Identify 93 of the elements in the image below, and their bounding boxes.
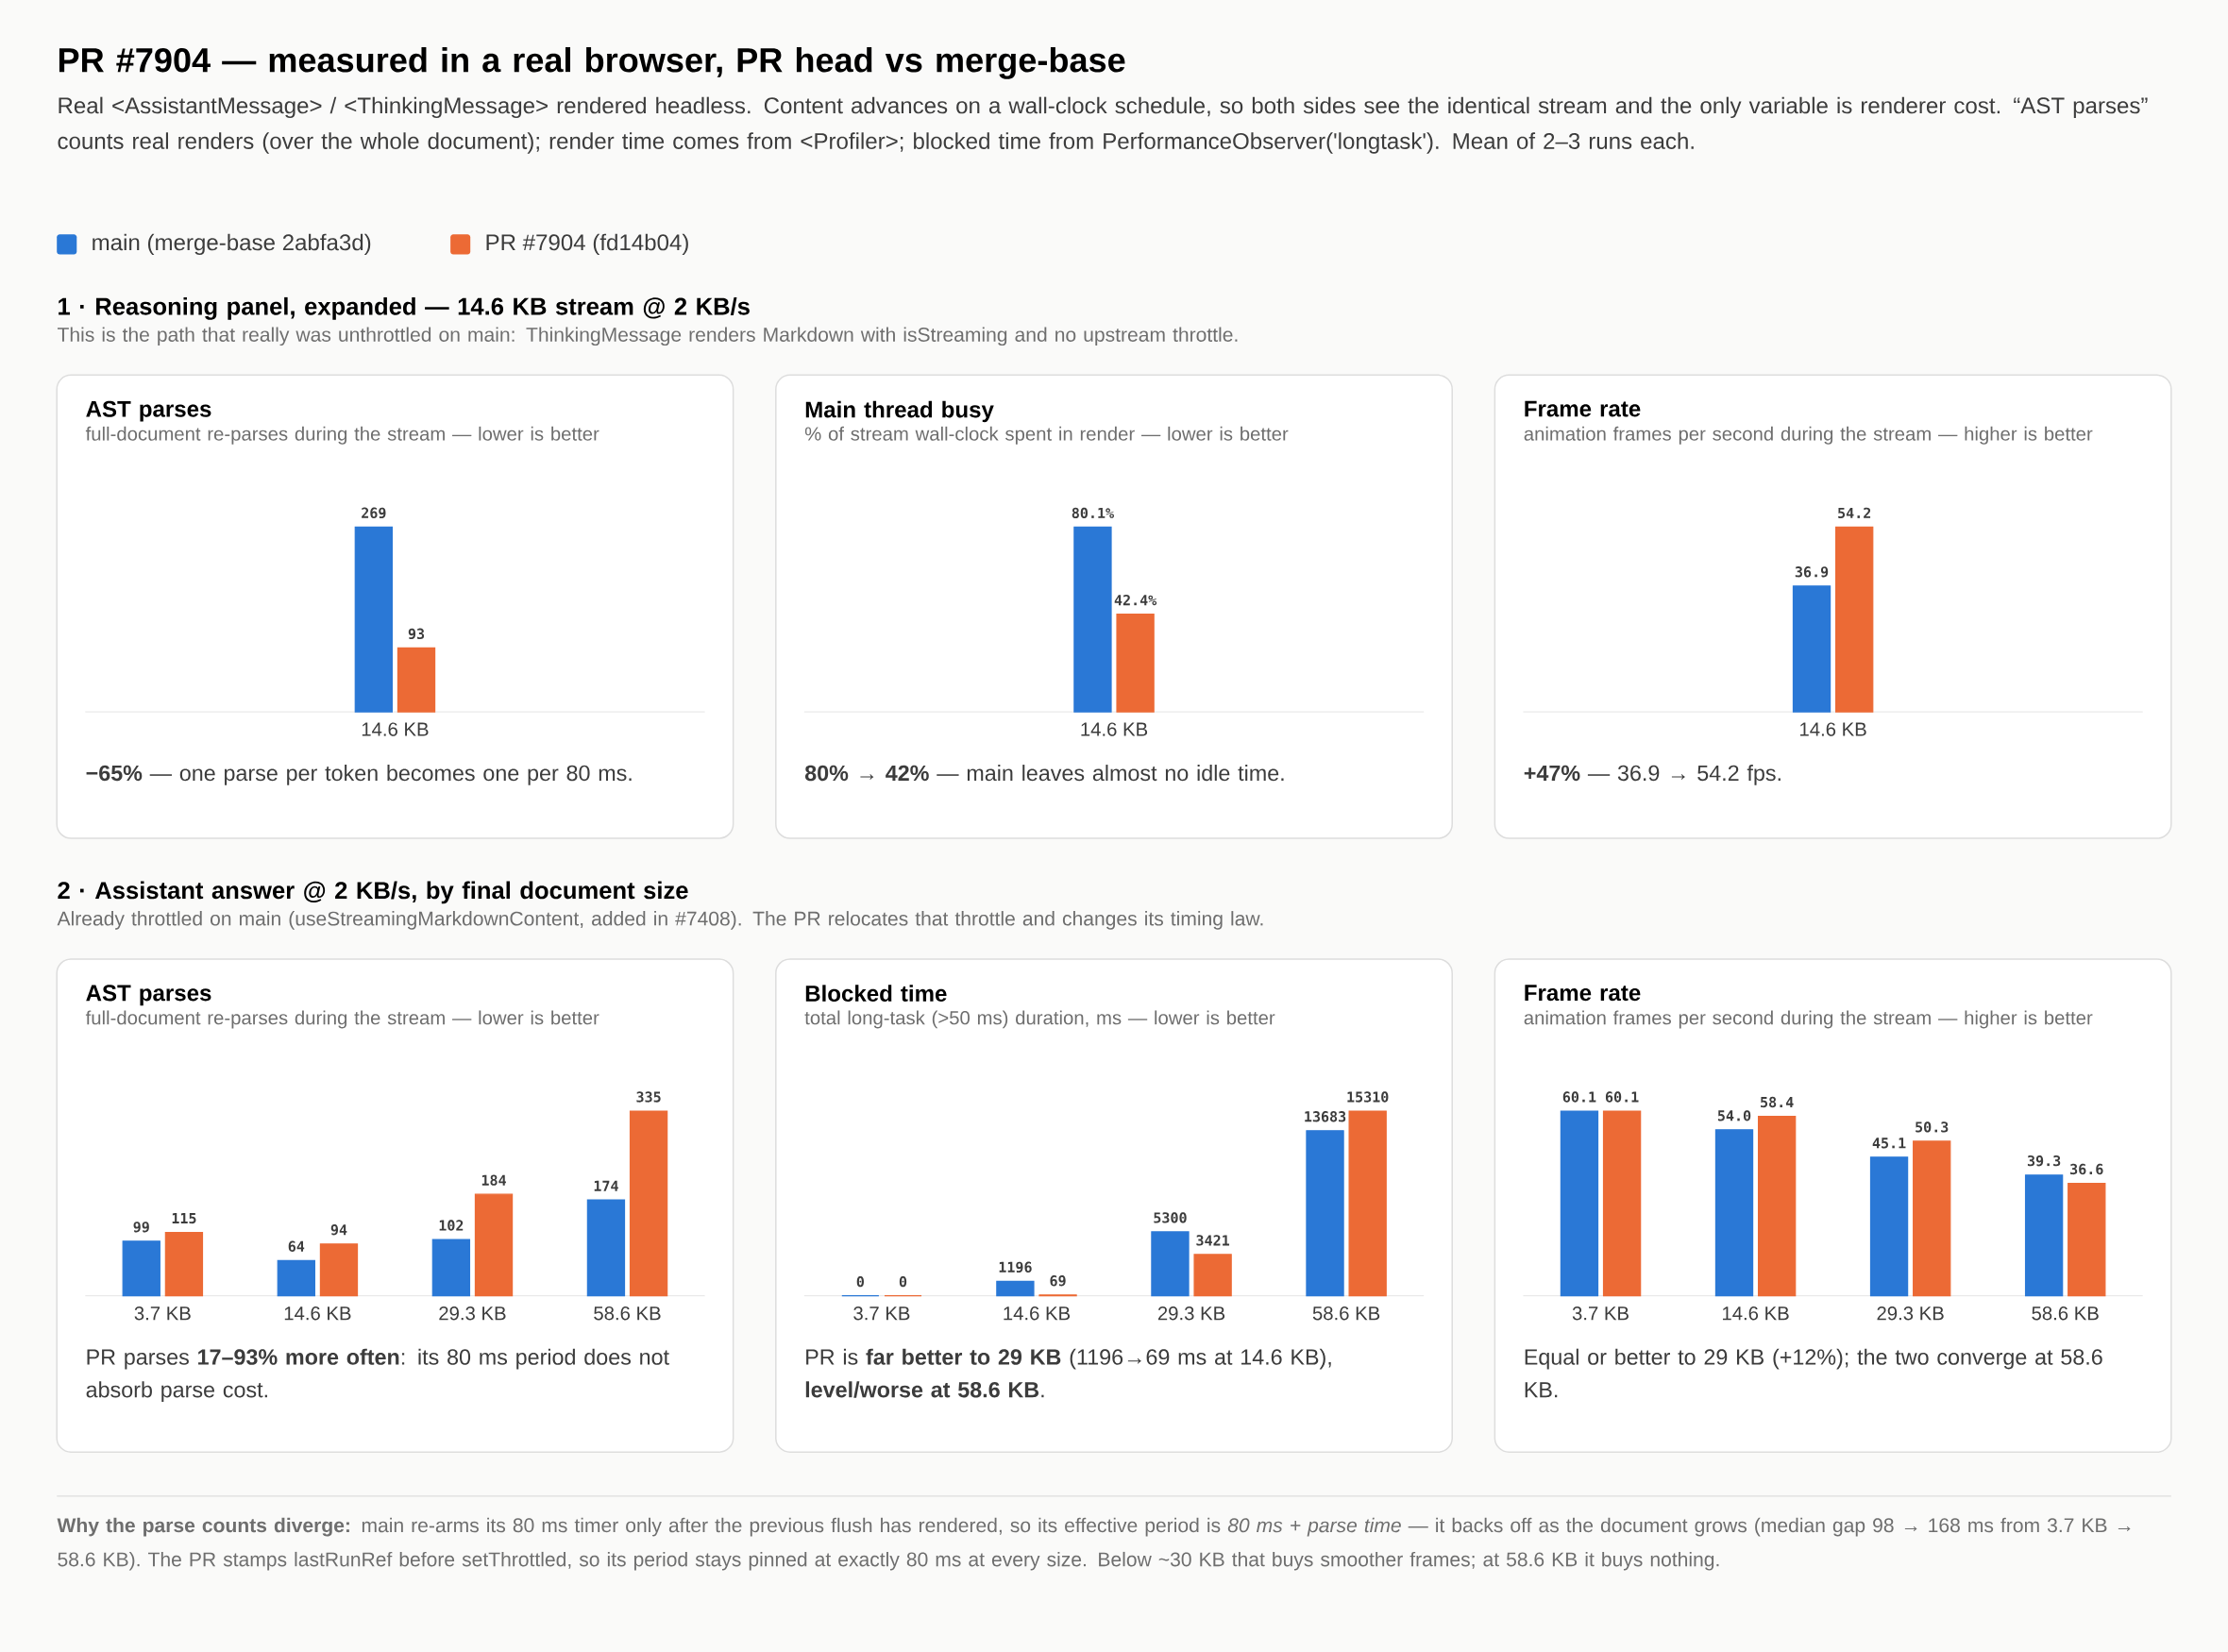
chart-subtitle: % of stream wall-clock spent in render — lower is better <box>804 426 1289 445</box>
text: PR parses 17–93% more often: its 80 ms period does not absorb parse cost. <box>86 1348 669 1402</box>
chart-title: Main thread busy <box>805 400 994 422</box>
data-label: 58.4 <box>1761 1096 1794 1107</box>
data-label: 39.3 <box>2027 1155 2061 1167</box>
x-tick-label: 14.6 KB <box>362 722 429 736</box>
data-label: 36.6 <box>2070 1163 2103 1174</box>
text: −65% — one parse per token becomes one per 80 ms. <box>86 764 632 785</box>
chart-subtitle: total long-task (>50 ms) duration, ms — lower is better <box>804 1010 1275 1029</box>
text: 1 · Reasoning panel, expanded — 14.6 KB stream @ 2 KB/s <box>59 296 750 320</box>
bar <box>474 1193 514 1297</box>
x-tick-label: 58.6 KB <box>594 1306 661 1321</box>
bar <box>1306 1129 1344 1297</box>
bar <box>1757 1115 1797 1297</box>
data-label: 99 <box>133 1221 149 1233</box>
x-tick-label: 14.6 KB <box>1800 722 1866 736</box>
data-label: 93 <box>408 628 425 639</box>
text: Real <AssistantMessage> / <ThinkingMessage> rendered headless. Content advances on a wall-clock schedule, so both sides see the identical stream and the only variable is renderer cost. “AST parses” counts real renders (over the whole document); render time comes from <Profiler>; blocked time from PerformanceObserver('longtask'). Mean of 2–3 runs each. <box>58 96 2148 154</box>
x-tick-label: 3.7 KB <box>134 1306 191 1321</box>
text: Why the parse counts diverge: main re-arms its 80 ms timer only after the previous flush has rendered, so its effective period is 80 ms + parse time — it backs off as the document grows (median gap 98 → 168 ms from 3.7 KB → 58.6 KB). The PR stamps lastRunRef before setThrottled, so its period stays pinned at exactly 80 ms at every size. Below ~30 KB that buys smoother frames; at 58.6 KB it buys nothing. <box>57 1517 2131 1571</box>
bar <box>1869 1156 1909 1297</box>
data-label: 3421 <box>1196 1235 1230 1246</box>
chart-subtitle: animation frames per second during the stream — higher is better <box>1524 1010 2093 1029</box>
bar <box>1602 1110 1642 1297</box>
data-label: 115 <box>172 1212 196 1223</box>
bar <box>1193 1254 1232 1297</box>
x-tick-label: 29.3 KB <box>1157 1306 1225 1321</box>
data-label: 13683 <box>1305 1110 1346 1122</box>
data-label: 94 <box>330 1223 347 1236</box>
data-label: 54.2 <box>1838 507 1871 518</box>
x-tick-label: 58.6 KB <box>1312 1306 1380 1321</box>
data-label: 184 <box>481 1174 506 1186</box>
x-tick-label: 14.6 KB <box>1004 1306 1071 1321</box>
bar <box>1560 1110 1599 1297</box>
data-label: 0 <box>856 1275 864 1288</box>
chart-subtitle: full-document re-parses during the stream — lower is better <box>85 426 599 445</box>
legend-label: PR #7904 (fd14b04) <box>486 233 688 255</box>
data-label: 335 <box>636 1091 661 1103</box>
bar <box>996 1280 1035 1297</box>
data-label: 5300 <box>1154 1211 1187 1223</box>
text: PR is far better to 29 KB (1196→69 ms at 14.6 KB), level/worse at 58.6 KB. <box>805 1348 1331 1398</box>
text: Already throttled on main (useStreamingMarkdownContent, added in #7408). The PR relocates that throttle and changes its timing law. <box>57 910 1263 930</box>
data-label: 269 <box>362 507 386 518</box>
data-label: 54.0 <box>1717 1109 1751 1121</box>
x-tick-label: 29.3 KB <box>1877 1306 1944 1321</box>
data-label: 1196 <box>999 1261 1032 1273</box>
text: +47% — 36.9 → 54.2 fps. <box>1524 764 1781 785</box>
bar <box>164 1231 204 1297</box>
x-tick-label: 3.7 KB <box>853 1306 910 1321</box>
data-label: 69 <box>1050 1274 1066 1287</box>
text: Equal or better to 29 KB (+12%); the two converge at 58.6 KB. <box>1525 1348 2102 1397</box>
bar <box>586 1199 626 1297</box>
bar <box>2068 1182 2106 1297</box>
x-tick-label: 3.7 KB <box>1572 1306 1629 1321</box>
data-label: 174 <box>594 1180 618 1191</box>
data-label: 60.1 <box>1605 1091 1639 1103</box>
data-label: 50.3 <box>1916 1121 1949 1133</box>
bar <box>2024 1173 2064 1297</box>
x-tick-label: 58.6 KB <box>2032 1306 2099 1321</box>
chart-title: AST parses <box>86 985 211 1005</box>
data-label: 80.1% <box>1072 507 1114 518</box>
text: Frame rate <box>1525 400 1641 417</box>
data-label: 15310 <box>1347 1091 1389 1103</box>
text: AST parses <box>86 400 211 422</box>
bar <box>1348 1110 1387 1297</box>
text: 80% → 42% — main leaves almost no idle time. <box>804 764 1284 781</box>
data-label: 60.1 <box>1562 1091 1596 1103</box>
bar <box>319 1242 359 1297</box>
data-label: 102 <box>439 1220 464 1231</box>
x-tick-label: 14.6 KB <box>1722 1306 1789 1321</box>
bar <box>431 1239 471 1297</box>
bar <box>277 1259 315 1297</box>
legend-label: main (merge-base 2abfa3d) <box>93 233 371 255</box>
x-tick-label: 29.3 KB <box>439 1306 506 1321</box>
x-tick-label: 14.6 KB <box>284 1306 351 1321</box>
data-label: 42.4% <box>1114 594 1157 605</box>
bar <box>629 1110 668 1297</box>
data-label: 64 <box>288 1240 305 1252</box>
bar <box>122 1240 160 1297</box>
chart-title: Frame rate <box>1525 985 1641 1001</box>
text: PR #7904 — measured in a real browser, PR head vs merge-base <box>59 46 1125 79</box>
data-label: 0 <box>899 1275 907 1288</box>
chart-title: Blocked time <box>805 985 947 1002</box>
text: This is the path that really was unthrottled on main: ThinkingMessage renders Markdown with isStreaming and no upstream throttle. <box>57 327 1238 346</box>
text: 2 · Assistant answer @ 2 KB/s, by final document size <box>58 881 688 904</box>
bar <box>1151 1231 1190 1297</box>
bar <box>1714 1129 1754 1297</box>
x-tick-label: 14.6 KB <box>1081 722 1148 736</box>
data-label: 36.9 <box>1795 565 1829 578</box>
data-label: 45.1 <box>1872 1138 1906 1149</box>
chart-subtitle: full-document re-parses during the stream — lower is better <box>85 1010 599 1029</box>
chart-subtitle: animation frames per second during the stream — higher is better <box>1524 426 2093 445</box>
bar <box>1913 1140 1951 1297</box>
